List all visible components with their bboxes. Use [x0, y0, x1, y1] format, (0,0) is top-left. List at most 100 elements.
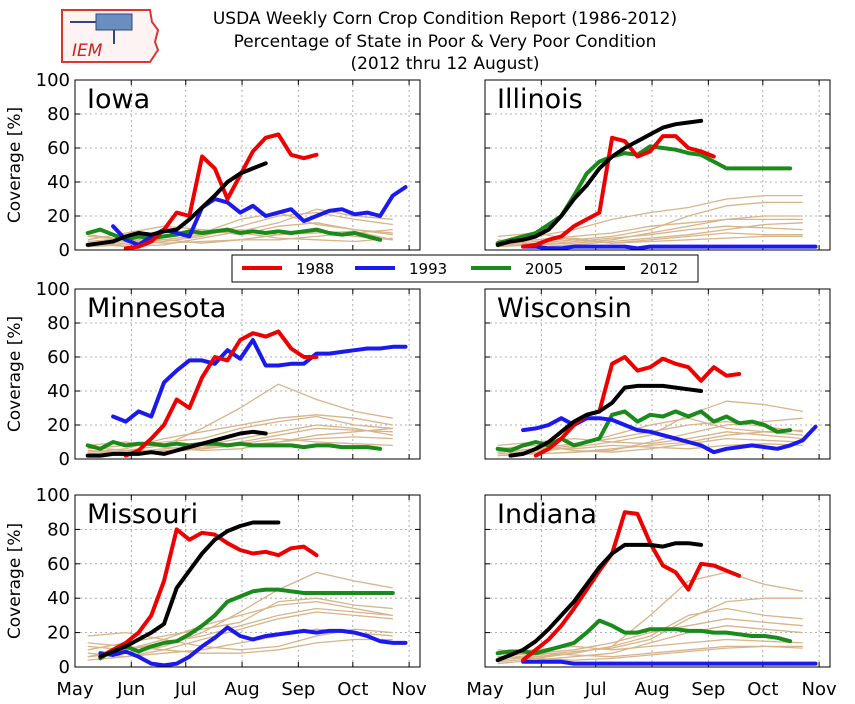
logo-panel-icon: [95, 13, 133, 31]
panel-iowa: 0 20 40 60 80 100 Coverage [%] Iowa: [5, 70, 421, 261]
series-line-other-year: [497, 201, 803, 248]
panel-title-indiana: Indiana: [497, 499, 597, 530]
chart-title-line-1: USDA Weekly Corn Crop Condition Report (…: [213, 9, 677, 29]
series-line-2012: [85, 429, 268, 458]
x-tick-label: May: [466, 679, 504, 700]
x-tick-label: Sep: [691, 679, 725, 700]
plot-frame: [74, 79, 421, 251]
series-line-other-year: [497, 645, 803, 661]
series-line-1993: [521, 244, 818, 250]
y-tick-label: 20: [47, 206, 70, 227]
y-tick-label: 80: [47, 104, 70, 125]
series-line-1993: [111, 338, 408, 424]
plot-frame: [484, 79, 831, 251]
panel-title-missouri: Missouri: [87, 499, 198, 530]
series-line-2012: [495, 541, 704, 663]
y-tick-label: 60: [47, 347, 70, 368]
series-line-other-year: [497, 618, 803, 658]
y-tick-label: 60: [47, 554, 70, 575]
x-tick-label: Aug: [224, 679, 259, 700]
x-tick-label: Jun: [526, 679, 555, 700]
series-line-other-year: [497, 232, 803, 244]
panel-title-illinois: Illinois: [497, 84, 583, 115]
y-tick-label: 100: [36, 70, 70, 91]
y-axis-label: Coverage [%]: [5, 107, 25, 223]
plot-frame: [484, 494, 831, 668]
series-line-other-year: [87, 638, 393, 654]
y-tick-label: 0: [59, 657, 70, 678]
series-line-2005: [98, 587, 395, 661]
x-tick-label: Nov: [802, 679, 837, 700]
legend-label-2005: 2005: [525, 260, 563, 278]
y-axis-label: Coverage [%]: [5, 316, 25, 432]
series-line-1988: [98, 527, 319, 659]
series-line-2005: [495, 618, 793, 656]
series-line-2005: [85, 227, 383, 242]
legend-label-2012: 2012: [640, 260, 678, 278]
series-group: [495, 118, 818, 250]
logo-text: IEM: [72, 41, 103, 61]
plot-frame: [74, 288, 421, 460]
x-tick-label: Sep: [281, 679, 315, 700]
panel-indiana: May Jun Jul Aug Sep Oct Nov Indiana: [466, 494, 837, 700]
legend-entry-2012: 2012: [585, 260, 678, 278]
series-line-1993: [98, 625, 408, 667]
series-line-2012: [495, 118, 704, 247]
panel-minnesota: 0 20 40 60 80 100 Coverage [%] Minnesota: [5, 279, 421, 470]
y-tick-label: 20: [47, 415, 70, 436]
series-line-other-year: [87, 611, 393, 661]
series-line-other-year: [87, 600, 393, 658]
series-group: [87, 520, 408, 667]
x-tick-label: Aug: [634, 679, 669, 700]
y-axis-label: Coverage [%]: [5, 523, 25, 639]
y-tick-label: 40: [47, 588, 70, 609]
series-line-1988: [521, 134, 716, 249]
legend-frame: [231, 254, 699, 283]
y-tick-label: 40: [47, 172, 70, 193]
series-line-1988: [521, 510, 742, 663]
panel-missouri: May Jun Jul Aug Sep Oct Nov 0 20 40 60 80 100 Coverag…: [5, 485, 427, 700]
x-tick-label: May: [56, 679, 94, 700]
y-tick-label: 0: [59, 240, 70, 261]
series-line-1988: [533, 355, 742, 458]
chart-title-line-2: Percentage of State in Poor & Very Poor …: [234, 32, 657, 52]
panel-title-wisconsin: Wisconsin: [497, 293, 632, 324]
series-line-other-year: [497, 607, 803, 663]
x-tick-label: Nov: [392, 679, 427, 700]
y-tick-label: 80: [47, 519, 70, 540]
x-tick-label: Oct: [747, 679, 778, 700]
x-tick-label: Jul: [174, 679, 197, 700]
series-group: [495, 510, 818, 666]
plot-frame: [484, 288, 831, 460]
chart-title-line-3: (2012 thru 12 August): [350, 54, 539, 74]
series-line-1988: [123, 132, 319, 250]
series-line-other-year: [87, 211, 393, 246]
plot-frame: [74, 494, 421, 668]
legend-entry-1993: 1993: [355, 260, 447, 278]
y-tick-label: 60: [47, 138, 70, 159]
series-line-1988: [123, 329, 319, 458]
series-line-other-year: [497, 215, 803, 248]
y-tick-label: 20: [47, 623, 70, 644]
legend-label-1988: 1988: [296, 260, 334, 278]
series-line-2005: [495, 144, 793, 246]
panel-wisconsin: Wisconsin: [484, 288, 831, 460]
series-group: [495, 355, 818, 458]
series-line-other-year: [497, 597, 803, 660]
iem-logo: IEM: [61, 9, 160, 63]
panel-title-minnesota: Minnesota: [87, 293, 226, 324]
legend-entry-1988: 1988: [242, 260, 334, 278]
series-line-other-year: [497, 571, 803, 661]
series-line-2012: [98, 520, 281, 659]
x-tick-label: Jul: [584, 679, 607, 700]
y-tick-label: 100: [36, 485, 70, 506]
series-group: [85, 132, 408, 250]
plot-area: [485, 80, 830, 250]
panel-illinois: Illinois: [484, 79, 831, 251]
series-line-2005: [85, 440, 383, 451]
panel-title-iowa: Iowa: [87, 84, 150, 115]
series-line-2012: [508, 383, 704, 458]
series-line-1993: [521, 659, 818, 666]
series-group: [85, 329, 408, 458]
